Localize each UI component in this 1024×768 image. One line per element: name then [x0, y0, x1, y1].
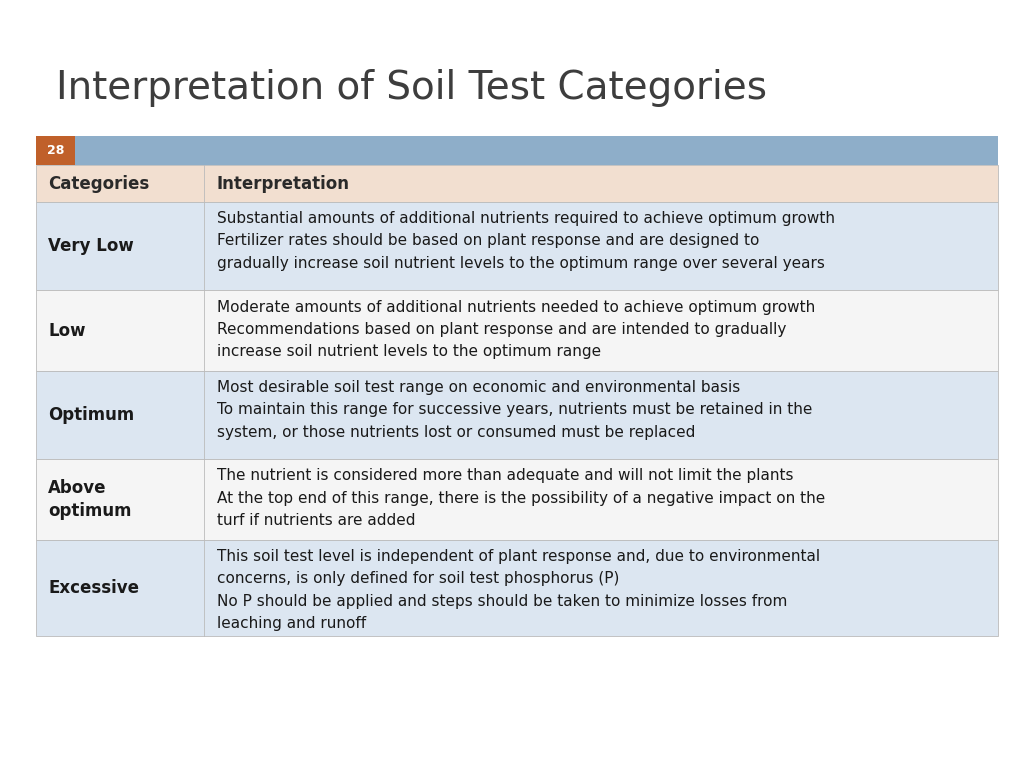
Text: Interpretation: Interpretation [217, 174, 349, 193]
Text: 28: 28 [47, 144, 63, 157]
Text: Substantial amounts of additional nutrients required to achieve optimum growth
F: Substantial amounts of additional nutrie… [217, 211, 835, 270]
Text: The nutrient is considered more than adequate and will not limit the plants
At t: The nutrient is considered more than ade… [217, 468, 824, 528]
Text: This soil test level is independent of plant response and, due to environmental
: This soil test level is independent of p… [217, 549, 819, 631]
Text: Categories: Categories [48, 174, 150, 193]
Text: Most desirable soil test range on economic and environmental basis
To maintain t: Most desirable soil test range on econom… [217, 380, 812, 439]
Text: Optimum: Optimum [48, 406, 134, 424]
Text: Above
optimum: Above optimum [48, 479, 132, 520]
Text: Moderate amounts of additional nutrients needed to achieve optimum growth
Recomm: Moderate amounts of additional nutrients… [217, 300, 815, 359]
Text: Interpretation of Soil Test Categories: Interpretation of Soil Test Categories [56, 69, 767, 107]
Text: Low: Low [48, 322, 86, 339]
Text: Very Low: Very Low [48, 237, 134, 255]
Text: Excessive: Excessive [48, 579, 139, 597]
